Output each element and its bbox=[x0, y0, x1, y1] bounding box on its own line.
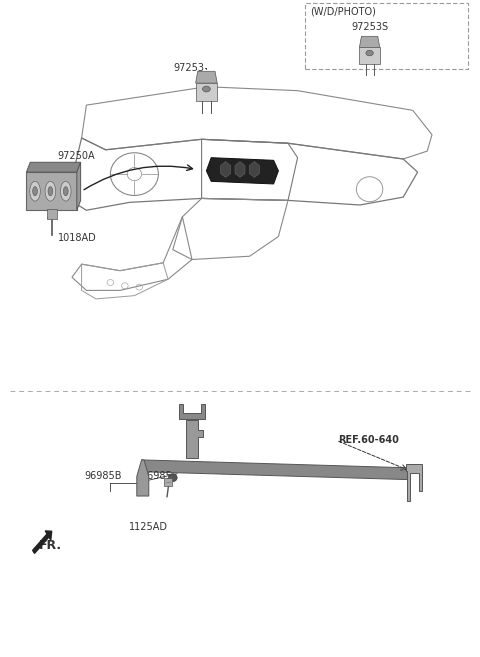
Polygon shape bbox=[360, 47, 380, 64]
Text: 97250A: 97250A bbox=[58, 150, 95, 161]
Text: 96985B: 96985B bbox=[84, 471, 121, 481]
Polygon shape bbox=[196, 72, 217, 83]
Polygon shape bbox=[179, 404, 205, 419]
Bar bbox=[305, 3, 468, 69]
FancyArrow shape bbox=[33, 531, 52, 553]
Ellipse shape bbox=[63, 187, 68, 196]
Text: 96985: 96985 bbox=[142, 471, 172, 481]
Text: REF.60-640: REF.60-640 bbox=[338, 435, 399, 445]
Polygon shape bbox=[77, 162, 81, 210]
Polygon shape bbox=[196, 83, 217, 101]
Polygon shape bbox=[186, 420, 203, 458]
Text: FR.: FR. bbox=[39, 539, 62, 552]
Ellipse shape bbox=[33, 187, 37, 196]
Ellipse shape bbox=[60, 181, 71, 201]
Polygon shape bbox=[26, 162, 81, 172]
Polygon shape bbox=[26, 172, 77, 210]
Polygon shape bbox=[206, 158, 278, 184]
Text: 1125AD: 1125AD bbox=[129, 522, 168, 532]
Text: 97253: 97253 bbox=[173, 63, 204, 74]
Polygon shape bbox=[406, 464, 422, 501]
Polygon shape bbox=[137, 460, 149, 496]
Ellipse shape bbox=[48, 187, 53, 196]
Polygon shape bbox=[360, 36, 380, 47]
Text: 97253S: 97253S bbox=[351, 22, 388, 32]
FancyBboxPatch shape bbox=[47, 209, 57, 219]
FancyBboxPatch shape bbox=[164, 478, 172, 486]
Text: 1018AD: 1018AD bbox=[58, 233, 96, 244]
Polygon shape bbox=[142, 460, 408, 480]
Ellipse shape bbox=[366, 51, 373, 56]
Text: (W/D/PHOTO): (W/D/PHOTO) bbox=[311, 7, 376, 16]
Ellipse shape bbox=[45, 181, 56, 201]
Ellipse shape bbox=[168, 474, 177, 482]
Ellipse shape bbox=[30, 181, 40, 201]
Ellipse shape bbox=[203, 86, 210, 92]
